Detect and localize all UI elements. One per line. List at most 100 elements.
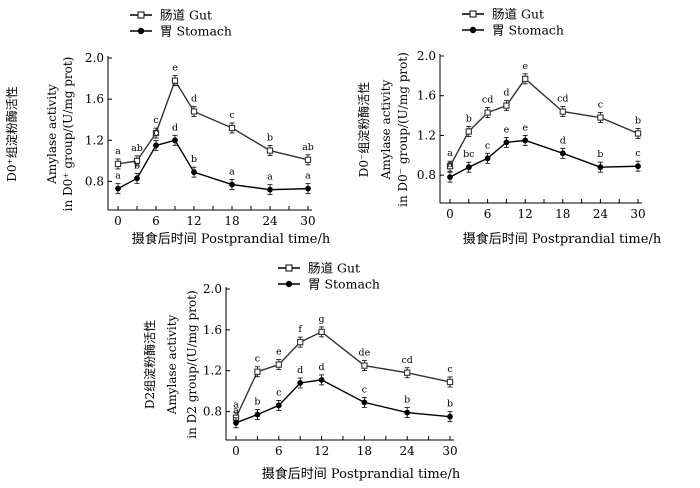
y-axis-label-line: in D0⁻ group/(U/mg prot) bbox=[396, 52, 410, 207]
significance-label: cd bbox=[482, 95, 493, 106]
significance-label: a bbox=[115, 146, 121, 157]
data-point-gut bbox=[275, 361, 282, 368]
data-point-stomach bbox=[522, 137, 529, 144]
data-point-stomach bbox=[404, 409, 411, 416]
data-point-stomach bbox=[503, 139, 510, 146]
legend-circle-marker bbox=[469, 26, 477, 34]
series-line-stomach bbox=[117, 139, 309, 191]
significance-label: b bbox=[134, 160, 140, 171]
x-tick-label: 18 bbox=[555, 207, 570, 221]
data-point-stomach bbox=[153, 142, 159, 149]
y-axis-label-line: in D2 group/(U/mg prot) bbox=[185, 290, 199, 438]
y-axis-label-line: Amylase activity bbox=[165, 314, 179, 415]
data-point-stomach bbox=[275, 402, 282, 409]
x-tick-label: 18 bbox=[357, 444, 372, 458]
significance-label: d bbox=[297, 365, 303, 376]
significance-label: b bbox=[404, 395, 410, 406]
significance-label: bc bbox=[463, 149, 474, 160]
significance-label: g bbox=[319, 314, 325, 325]
series-line-gut bbox=[235, 331, 451, 418]
data-point-stomach bbox=[115, 185, 121, 192]
legend-label: 胃 Stomach bbox=[492, 23, 564, 38]
significance-label: b bbox=[267, 133, 273, 144]
legend-label: 肠道 Gut bbox=[492, 7, 544, 22]
data-point-stomach bbox=[447, 413, 453, 420]
x-axis-label: 摄食后时间 Postprandial time/h bbox=[262, 466, 461, 482]
x-tick-label: 30 bbox=[300, 214, 315, 228]
data-point-stomach bbox=[254, 411, 261, 418]
data-point-stomach bbox=[229, 181, 235, 188]
y-tick-label: 2.0 bbox=[85, 51, 104, 65]
legend-label: 肠道 Gut bbox=[160, 8, 212, 23]
significance-label: c bbox=[229, 110, 234, 121]
data-point-gut bbox=[597, 114, 604, 121]
y-axis-label-line: in D0⁺ group/(U/mg prot) bbox=[61, 57, 75, 212]
data-point-stomach bbox=[305, 185, 311, 192]
series-line-gut bbox=[117, 79, 309, 165]
data-point-gut bbox=[297, 338, 304, 346]
data-point-stomach bbox=[318, 377, 325, 383]
significance-label: b bbox=[597, 149, 603, 160]
significance-label: c bbox=[362, 384, 367, 395]
data-point-stomach bbox=[297, 380, 304, 386]
significance-label: a bbox=[229, 167, 235, 178]
significance-label: a bbox=[267, 172, 273, 183]
legend-circle-marker bbox=[137, 27, 145, 35]
data-point-stomach bbox=[559, 150, 566, 157]
x-tick-label: 12 bbox=[314, 444, 329, 458]
series-line-stomach bbox=[235, 379, 451, 424]
significance-label: c bbox=[447, 364, 452, 375]
data-point-stomach bbox=[233, 419, 239, 426]
data-point-gut bbox=[404, 369, 411, 376]
data-point-gut bbox=[484, 109, 491, 116]
x-tick-label: 6 bbox=[152, 214, 160, 228]
data-point-gut bbox=[361, 362, 368, 369]
x-tick-label: 0 bbox=[114, 214, 122, 228]
data-point-stomach bbox=[191, 169, 197, 176]
data-point-stomach bbox=[172, 137, 178, 144]
significance-label: e bbox=[172, 63, 178, 74]
series-line-gut bbox=[449, 77, 639, 167]
x-axis-label: 摄食后时间 Postprandial time/h bbox=[463, 231, 662, 247]
significance-label: d bbox=[503, 88, 509, 99]
x-tick-label: 30 bbox=[442, 444, 457, 458]
x-tick-label: 6 bbox=[275, 444, 283, 458]
data-point-stomach bbox=[635, 163, 641, 170]
data-point-gut bbox=[254, 368, 261, 375]
legend-circle-marker bbox=[285, 280, 293, 288]
significance-label: a bbox=[115, 171, 121, 182]
legend-label: 肠道 Gut bbox=[308, 261, 360, 276]
significance-label: ab bbox=[131, 143, 143, 154]
chart-panel-2: 0.8 1.2 1.6 2.0 0 6 12 18 24 30 摄食后时间 Postprandial… bbox=[356, 7, 662, 248]
significance-label: b bbox=[447, 399, 453, 410]
y-tick-label: 1.2 bbox=[85, 133, 104, 147]
x-tick-label: 12 bbox=[518, 207, 533, 221]
legend-square-marker bbox=[285, 264, 293, 272]
y-axis-label-line: D2组淀粉酶活性 bbox=[142, 320, 157, 409]
legend-label: 胃 Stomach bbox=[308, 277, 380, 292]
data-point-stomach bbox=[597, 164, 604, 171]
legend-square-marker bbox=[469, 10, 477, 18]
significance-label: c bbox=[485, 140, 490, 151]
x-tick-label: 30 bbox=[630, 207, 645, 221]
significance-label: c bbox=[276, 387, 281, 398]
significance-label: e bbox=[276, 347, 282, 358]
significance-label: d bbox=[172, 122, 178, 133]
data-point-gut bbox=[559, 108, 566, 115]
data-point-gut bbox=[190, 108, 198, 115]
data-point-gut bbox=[152, 129, 160, 137]
data-point-gut bbox=[522, 75, 529, 82]
y-axis-label-line: Amylase activity bbox=[45, 84, 59, 185]
data-point-gut bbox=[446, 163, 454, 170]
data-point-gut bbox=[503, 102, 510, 109]
significance-label: c bbox=[635, 148, 640, 159]
y-tick-label: 1.2 bbox=[203, 364, 222, 378]
data-point-stomach bbox=[447, 174, 453, 181]
significance-label: e bbox=[522, 61, 528, 72]
y-tick-label: 1.2 bbox=[417, 128, 436, 142]
data-point-gut bbox=[446, 378, 454, 386]
chart-panel-3: 0.8 1.2 1.6 2.0 0 6 12 18 24 30 摄食后时间 Postprandial… bbox=[142, 261, 461, 483]
data-point-stomach bbox=[267, 186, 273, 193]
significance-label: d bbox=[560, 135, 566, 146]
